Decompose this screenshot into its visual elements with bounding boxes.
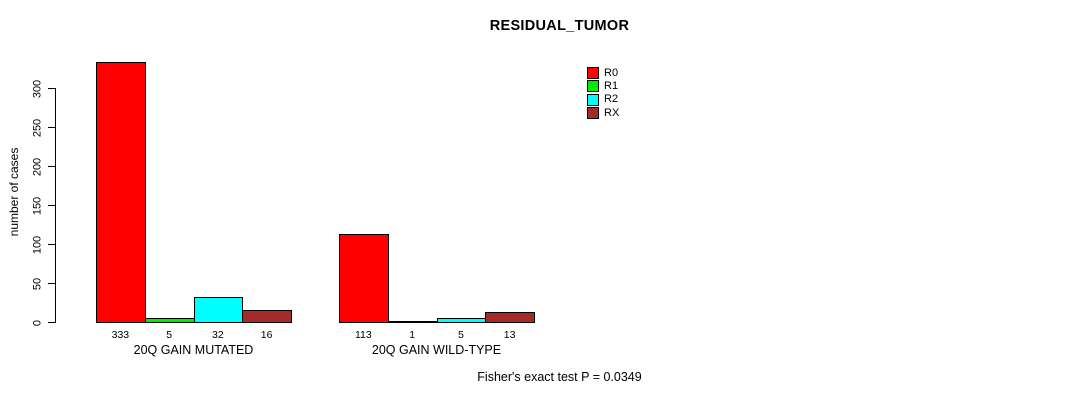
bar-value-label: 333 (111, 329, 130, 341)
y-axis-tick-label: 0 (31, 319, 44, 326)
legend-item: R0 (587, 67, 618, 79)
y-axis-tick (48, 127, 56, 128)
y-axis-tick-label: 50 (31, 277, 44, 290)
bar-value-label: 5 (457, 329, 464, 341)
chart-title: RESIDUAL_TUMOR (489, 18, 630, 34)
y-axis-tick (48, 283, 56, 284)
y-axis-tick-label: 250 (31, 118, 44, 137)
y-axis-tick-label: 300 (31, 79, 44, 98)
category-label: 20Q GAIN MUTATED (133, 343, 254, 357)
y-axis-tick (48, 322, 56, 323)
y-axis-tick (48, 88, 56, 89)
legend-item: R1 (587, 79, 619, 93)
y-axis-tick-label: 100 (31, 235, 44, 254)
legend-swatch-r1 (587, 80, 599, 93)
y-axis-title: number of cases (7, 147, 21, 237)
legend-item: R2 (587, 93, 619, 106)
legend-label: R1 (604, 79, 619, 92)
bar-r2-group1 (436, 318, 487, 323)
category-label: 20Q GAIN WILD-TYPE (371, 343, 502, 357)
y-axis-tick (48, 244, 56, 245)
bar-value-label: 5 (166, 329, 173, 341)
bar-r1-group0 (144, 318, 195, 323)
bar-value-label: 1 (409, 329, 416, 341)
legend-label: R0 (604, 66, 619, 79)
y-axis-tick-label: 200 (31, 157, 44, 176)
legend-swatch-r0 (587, 67, 599, 79)
y-axis-tick (48, 205, 56, 206)
bar-r0-group0 (96, 62, 146, 323)
bar-r2-group0 (193, 297, 244, 323)
bar-value-label: 13 (503, 329, 516, 341)
bar-value-label: 32 (212, 329, 224, 341)
bar-r1-group1 (387, 320, 438, 323)
legend-label: R2 (604, 93, 619, 106)
y-axis-tick-label: 150 (31, 196, 44, 215)
legend-item: RX (587, 106, 620, 120)
legend-swatch-rx (587, 107, 599, 120)
legend-label: RX (604, 106, 620, 119)
bar-r0-group1 (339, 233, 389, 323)
bar-value-label: 113 (355, 329, 372, 341)
legend-swatch-r2 (587, 93, 599, 106)
bar-rx-group1 (485, 311, 535, 323)
stat-annotation: Fisher's exact test P = 0.0349 (477, 370, 642, 384)
y-axis-tick (48, 166, 56, 167)
bar-rx-group0 (242, 309, 292, 323)
bar-value-label: 16 (260, 329, 273, 341)
